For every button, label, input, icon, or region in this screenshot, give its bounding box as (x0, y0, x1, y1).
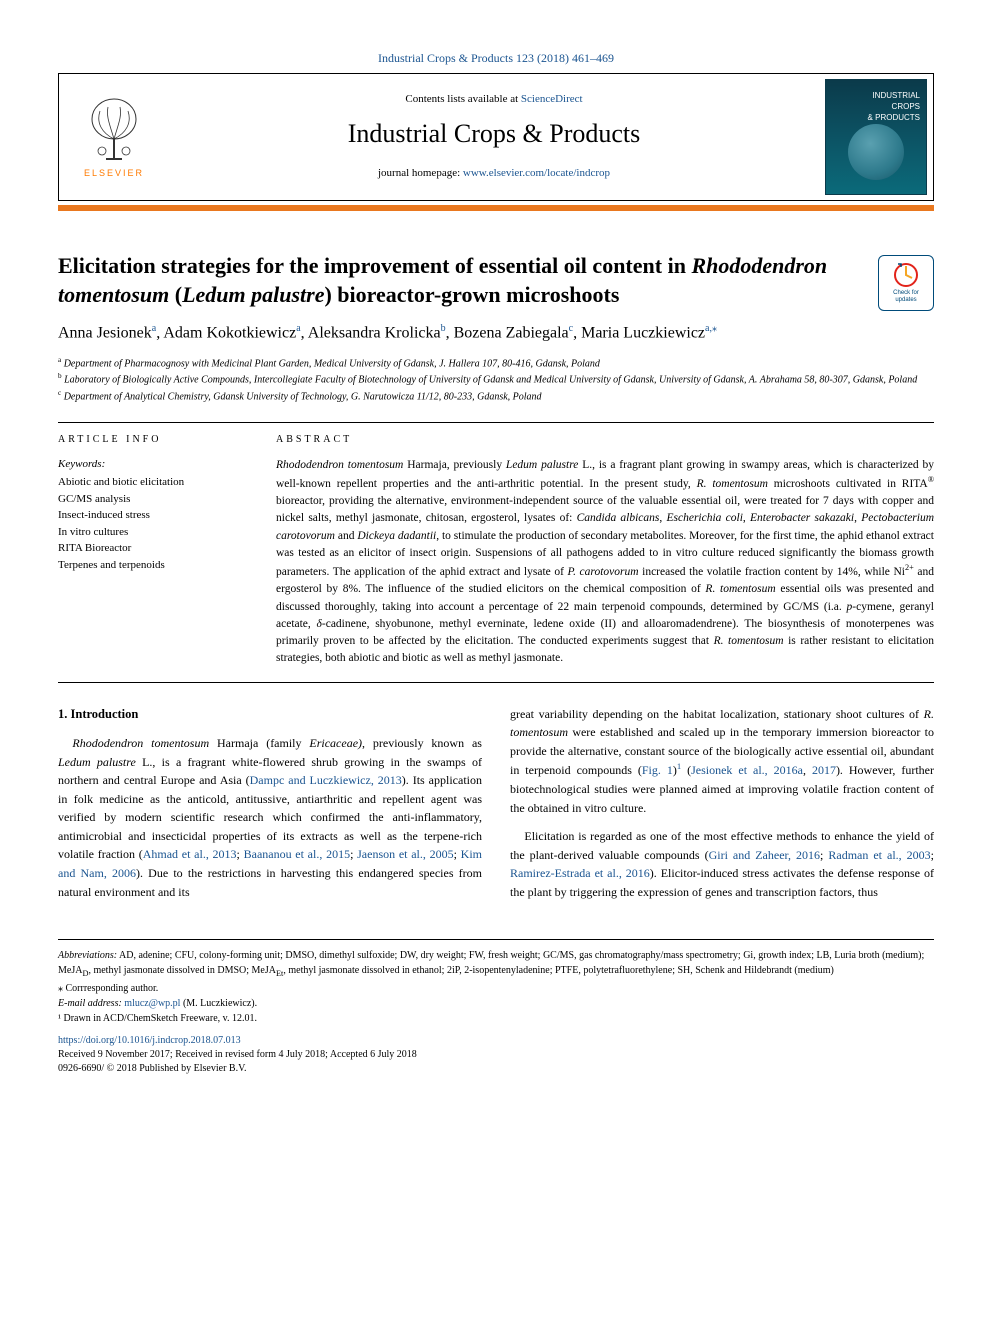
cite-baananou[interactable]: Baananou et al., 2015 (244, 847, 350, 861)
cover-title: INDUSTRIALCROPS& PRODUCTS (868, 90, 920, 124)
keywords-label: Keywords: (58, 457, 248, 472)
homepage-prefix: journal homepage: (378, 167, 463, 179)
cite-ahmad[interactable]: Ahmad et al., 2013 (143, 847, 237, 861)
keyword-item: Insect-induced stress (58, 507, 248, 524)
cover-art-icon (848, 124, 904, 180)
aff-link[interactable]: a, (705, 323, 712, 334)
updates-icon (893, 262, 919, 288)
history-line: Received 9 November 2017; Received in re… (58, 1048, 934, 1062)
article-info-heading: ARTICLE INFO (58, 433, 248, 447)
journal-reference: Industrial Crops & Products 123 (2018) 4… (58, 50, 934, 67)
affiliation-c: Department of Analytical Chemistry, Gdan… (64, 391, 542, 402)
corresponding-author: ⁎ Corrresponding author. (58, 981, 934, 996)
abbrev-text: AD, adenine; CFU, colony-forming unit; D… (58, 950, 924, 976)
affiliation-b: Laboratory of Biologically Active Compou… (64, 375, 917, 386)
journal-homepage: journal homepage: www.elsevier.com/locat… (169, 166, 819, 181)
homepage-link[interactable]: www.elsevier.com/locate/indcrop (463, 167, 610, 179)
corr-email-link[interactable]: mlucz@wp.pl (124, 998, 180, 1009)
keyword-item: Abiotic and biotic elicitation (58, 474, 248, 491)
corr-link[interactable]: ⁎ (712, 323, 717, 334)
contents-prefix: Contents lists available at (405, 93, 520, 105)
cite-radman[interactable]: Radman et al., 2003 (828, 848, 930, 862)
abstract-panel: ABSTRACT Rhododendron tomentosum Harmaja… (276, 433, 934, 668)
journal-cover-thumbnail[interactable]: INDUSTRIALCROPS& PRODUCTS (825, 79, 927, 195)
abstract-heading: ABSTRACT (276, 433, 934, 447)
fig1-link[interactable]: Fig. 1 (642, 763, 673, 777)
keyword-item: RITA Bioreactor (58, 540, 248, 557)
email-suffix: (M. Luczkiewicz). (180, 998, 257, 1009)
aff-link[interactable]: a (152, 323, 156, 334)
check-updates-badge[interactable]: Check forupdates (878, 255, 934, 311)
doi-line: https://doi.org/10.1016/j.indcrop.2018.0… (58, 1034, 934, 1048)
doi-link[interactable]: https://doi.org/10.1016/j.indcrop.2018.0… (58, 1035, 241, 1046)
footnotes: Abbreviations: AD, adenine; CFU, colony-… (58, 948, 934, 1025)
keywords-list: Abiotic and biotic elicitationGC/MS anal… (58, 474, 248, 573)
author-list: Anna Jesioneka, Adam Kokotkiewicza, Alek… (58, 322, 934, 345)
cite-jaenson[interactable]: Jaenson et al., 2005 (357, 847, 453, 861)
aff-link[interactable]: a (296, 323, 300, 334)
cite-jesionek-2017[interactable]: 2017 (812, 763, 836, 777)
keyword-item: In vitro cultures (58, 524, 248, 541)
journal-title: Industrial Crops & Products (169, 116, 819, 152)
copyright-line: 0926-6690/ © 2018 Published by Elsevier … (58, 1062, 934, 1076)
elsevier-wordmark: ELSEVIER (84, 167, 144, 180)
abbrev-label: Abbreviations: (58, 950, 117, 961)
keyword-item: GC/MS analysis (58, 491, 248, 508)
elsevier-tree-icon (82, 95, 146, 165)
header-divider (58, 205, 934, 211)
keyword-item: Terpenes and terpenoids (58, 557, 248, 574)
intro-heading: 1. Introduction (58, 705, 482, 724)
article-body: 1. Introduction Rhododendron tomentosum … (58, 705, 934, 912)
cite-ramirez[interactable]: Ramirez-Estrada et al., 2016 (510, 866, 650, 880)
cite-dampc[interactable]: Dampc and Luczkiewicz, 2013 (250, 773, 402, 787)
abstract-text: Rhododendron tomentosum Harmaja, previou… (276, 457, 934, 668)
article-info-panel: ARTICLE INFO Keywords: Abiotic and bioti… (58, 433, 248, 668)
updates-label: Check forupdates (893, 290, 919, 303)
email-label: E-mail address: (58, 998, 122, 1009)
contents-available: Contents lists available at ScienceDirec… (169, 92, 819, 107)
affiliation-a: Department of Pharmacognosy with Medicin… (64, 358, 600, 369)
affiliations: a Department of Pharmacognosy with Medic… (58, 355, 934, 404)
elsevier-logo[interactable]: ELSEVIER (59, 89, 169, 186)
aff-link[interactable]: b (441, 323, 446, 334)
footnote-separator (58, 939, 934, 940)
sciencedirect-link[interactable]: ScienceDirect (521, 93, 583, 105)
cite-jesionek-2016a[interactable]: Jesionek et al., 2016a (691, 763, 803, 777)
journal-header: ELSEVIER Contents lists available at Sci… (58, 73, 934, 201)
aff-link[interactable]: c (569, 323, 573, 334)
cite-giri[interactable]: Giri and Zaheer, 2016 (709, 848, 820, 862)
article-title: Elicitation strategies for the improveme… (58, 251, 934, 310)
footnote-1: ¹ Drawn in ACD/ChemSketch Freeware, v. 1… (58, 1011, 934, 1026)
